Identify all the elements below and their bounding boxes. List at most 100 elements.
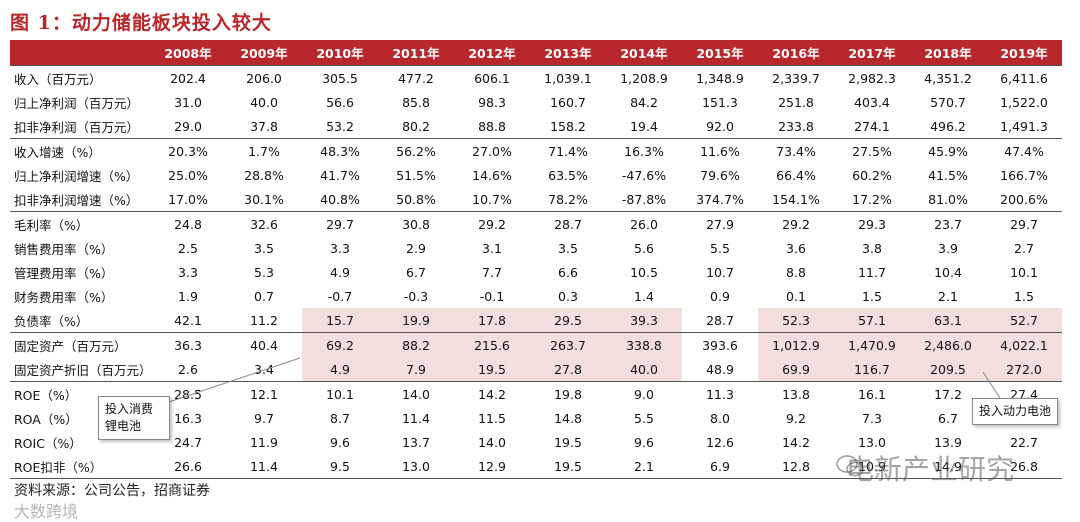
table-cell: 4.9 <box>302 357 378 382</box>
table-cell: 3.8 <box>862 240 882 256</box>
table-cell: 63.5% <box>548 167 588 183</box>
table-cell: 13.0 <box>858 434 886 450</box>
table-cell: 5.5 <box>710 240 730 256</box>
header-corner <box>10 40 150 66</box>
table-cell: 2,982.3 <box>834 65 910 90</box>
table-cell: 263.7 <box>530 332 606 357</box>
table-cell: 12.8 <box>758 454 834 479</box>
table-cell: 92.0 <box>706 118 734 134</box>
table-cell: 98.3 <box>478 94 506 110</box>
table-cell: 606.1 <box>454 65 530 90</box>
row-label: 管理费用率（%） <box>14 265 114 281</box>
table-cell: 13.8 <box>758 381 834 406</box>
table-cell: 52.3 <box>758 308 834 333</box>
row-label: 财务费用率（%） <box>14 289 114 305</box>
table-cell: 1.4 <box>634 288 654 304</box>
table-cell: 2.7 <box>1014 240 1034 256</box>
table-cell: 166.7% <box>1000 167 1048 183</box>
table-row: 收入增速（%） 20.3% 1.7% 48.3% 56.2% 27.0% 71.4% 16.3… <box>10 138 1062 163</box>
row-label: 毛利率（%） <box>10 211 150 236</box>
row-label: 归上净利润增速（%） <box>14 168 139 184</box>
table-cell: 2.9 <box>406 240 426 256</box>
table-cell: 73.4% <box>758 138 834 163</box>
table-cell: 2.1 <box>938 288 958 304</box>
row-label: 销售费用率（%） <box>14 241 114 257</box>
table-cell: 15.7 <box>302 308 378 333</box>
table-cell: 374.7% <box>696 191 744 207</box>
table-cell: 32.6 <box>226 211 302 236</box>
table-cell: 14.2 <box>454 381 530 406</box>
table-cell: 84.2 <box>630 94 658 110</box>
wechat-icon <box>836 455 864 477</box>
table-cell: 13.0 <box>378 454 454 479</box>
table-cell: 48.3% <box>302 138 378 163</box>
figure-title: 图 1：动力储能板块投入较大 <box>10 12 272 34</box>
table-cell: 4,351.2 <box>910 65 986 90</box>
table-row: 扣非净利润（百万元） 29.0 37.8 53.2 80.2 88.8 158.2 19.4 9… <box>10 114 1062 139</box>
table-cell: 66.4% <box>776 167 816 183</box>
table-cell: 1.5 <box>862 288 882 304</box>
table-cell: 6.9 <box>682 454 758 479</box>
table-cell: 200.6% <box>1000 191 1048 207</box>
table-cell: 26.0 <box>606 211 682 236</box>
table-cell: 53.2 <box>326 118 354 134</box>
table-cell: 40.0 <box>250 94 278 110</box>
table-row: 收入（百万元） 202.4 206.0 305.5 477.2 606.1 1,039.1 1… <box>10 65 1062 90</box>
table-cell: 29.0 <box>174 118 202 134</box>
table-cell: 6.6 <box>558 264 578 280</box>
table-cell: 4.9 <box>330 264 350 280</box>
year-header: 2008年 <box>150 40 226 66</box>
table-cell: 42.1 <box>174 312 202 328</box>
year-header: 2019年 <box>986 40 1062 66</box>
table-cell: 19.5 <box>454 357 530 382</box>
table-cell: 215.6 <box>454 332 530 357</box>
table-cell: 10.7% <box>472 191 512 207</box>
year-header: 2010年 <box>302 40 378 66</box>
table-cell: 6.7 <box>406 264 426 280</box>
year-header: 2014年 <box>606 40 682 66</box>
table-cell: 11.9 <box>250 434 278 450</box>
row-label: 固定资产（百万元） <box>10 332 150 357</box>
table-cell: 29.7 <box>986 211 1062 236</box>
table-cell: -87.8% <box>621 191 667 207</box>
source-note: 资料来源：公司公告，招商证券 <box>14 483 210 499</box>
table-cell: 48.9 <box>706 361 734 377</box>
table-cell: 27.8 <box>530 357 606 382</box>
table-cell: 12.6 <box>706 434 734 450</box>
table-cell: 10.7 <box>706 264 734 280</box>
table-cell: 23.7 <box>910 211 986 236</box>
table-cell: 57.1 <box>834 308 910 333</box>
table-cell: 88.2 <box>378 332 454 357</box>
table-cell: 202.4 <box>150 65 226 90</box>
table-cell: 3.5 <box>558 240 578 256</box>
table-cell: 30.8 <box>378 211 454 236</box>
table-cell: 29.2 <box>454 211 530 236</box>
table-row: 管理费用率（%） 3.3 5.3 4.9 6.7 7.7 6.6 10.5 10.7 8.8 11.… <box>10 260 1062 284</box>
table-cell: 17.2% <box>852 191 892 207</box>
year-header: 2012年 <box>454 40 530 66</box>
year-header: 2011年 <box>378 40 454 66</box>
table-cell: 88.8 <box>478 118 506 134</box>
table-cell: 1.5 <box>1014 288 1034 304</box>
table-cell: 28.7 <box>706 312 734 328</box>
table-cell: 1.9 <box>178 288 198 304</box>
watermark-text: 电新产业研究 <box>846 453 1015 486</box>
table-row: 扣非净利润增速（%） 17.0% 30.1% 40.8% 50.8% 10.7% 78.2%… <box>10 187 1062 212</box>
table-row: 固定资产（百万元） 36.3 40.4 69.2 88.2 215.6 263.7 338.8… <box>10 332 1062 357</box>
table-cell: 10.1 <box>1010 264 1038 280</box>
table-row: 毛利率（%） 24.8 32.6 29.7 30.8 29.2 28.7 26.0 27.9 29… <box>10 211 1062 236</box>
table-cell: 17.0% <box>168 191 208 207</box>
table-cell: 45.9% <box>910 138 986 163</box>
table-cell: 1,012.9 <box>758 332 834 357</box>
table-cell: 2.5 <box>178 240 198 256</box>
table-cell: 403.4 <box>854 94 890 110</box>
table-cell: 78.2% <box>548 191 588 207</box>
row-label: 归上净利润（百万元） <box>14 95 140 111</box>
row-label: 固定资产折旧（百万元） <box>14 362 152 378</box>
table-cell: 24.8 <box>150 211 226 236</box>
table-cell: 11.4 <box>402 410 430 426</box>
table-cell: 16.3% <box>606 138 682 163</box>
table-cell: 14.8 <box>554 410 582 426</box>
table-cell: 570.7 <box>930 94 966 110</box>
table-cell: 2.6 <box>178 361 198 377</box>
